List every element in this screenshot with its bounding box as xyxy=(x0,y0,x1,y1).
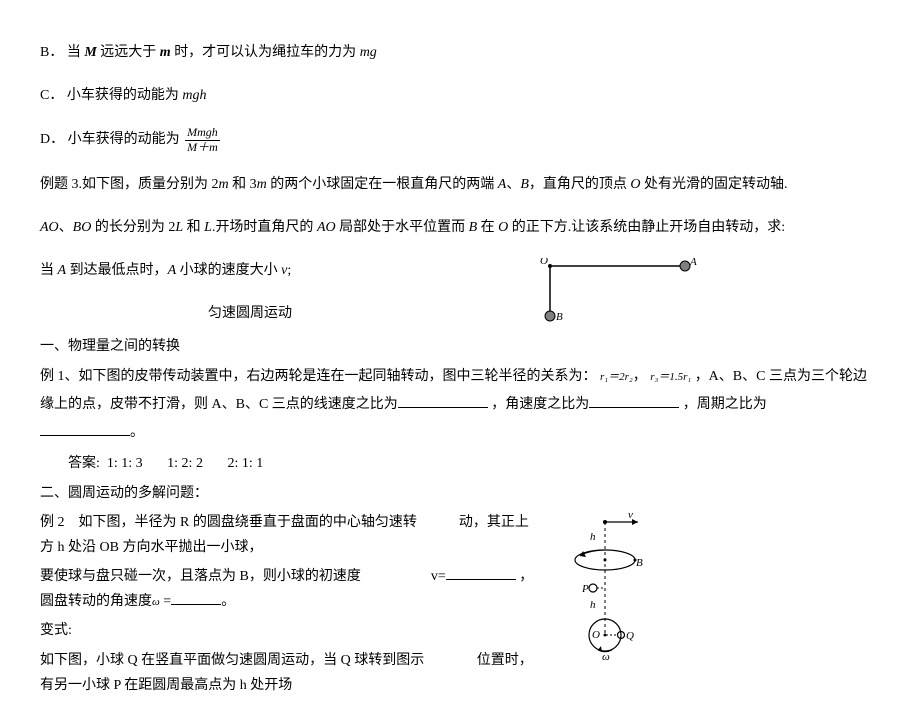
diagram-right-angle: O A B xyxy=(530,258,700,328)
svg-text:Q: Q xyxy=(626,630,634,642)
diagram-disc: v h B P h O Q ω xyxy=(560,510,650,660)
d1-O: O xyxy=(540,258,548,267)
answer-line: 答案: 1: 1: 3 1: 2: 2 2: 1: 1 xyxy=(68,451,880,476)
option-c: C． 小车获得的动能为 mgh xyxy=(40,83,880,108)
diagram2-svg: v h B P h O Q ω xyxy=(560,510,650,660)
svg-text:ω: ω xyxy=(602,651,610,660)
example3-line1: 例题 3.如下图，质量分别为 2m 和 3m 的两个小球固定在一根直角尺的两端 … xyxy=(40,172,880,197)
example2-line1: 例 2 如下图，半径为 R 的圆盘绕垂直于盘面的中心轴匀速转 动，其正上方 h … xyxy=(40,510,880,560)
blank-2 xyxy=(589,393,679,408)
circ-title: 匀速圆周运动 xyxy=(40,301,460,326)
svg-text:P: P xyxy=(581,583,589,595)
option-d: D． 小车获得的动能为 Mmgh M＋m xyxy=(40,126,880,153)
example1: 例 1、如下图的皮带传动装置中，右边两轮是连在一起同轴转动，图中三轮半径的关系为… xyxy=(40,363,880,447)
blank-omega xyxy=(171,590,221,605)
section1-head: 一、物理量之间的转换 xyxy=(40,334,880,359)
section2-head: 二、圆周运动的多解问题： xyxy=(40,481,880,506)
svg-text:h: h xyxy=(590,531,596,543)
svg-text:v: v xyxy=(628,510,633,521)
blank-1 xyxy=(398,393,488,408)
svg-text:B: B xyxy=(636,557,643,569)
example3-line3: 当 A 到达最低点时，A 小球的速度大小 v; xyxy=(40,258,880,283)
example2-line2: 要使球与盘只碰一次，且落点为 B，则小球的初速度 v= ，圆盘转动的角速度ω =… xyxy=(40,564,880,614)
blank-3 xyxy=(40,421,130,436)
label-b: B． xyxy=(40,45,63,60)
variant-text: 如下图，小球 Q 在竖直平面做匀速圆周运动，当 Q 球转到图示 位置时，有另一小… xyxy=(40,648,880,698)
diagram1-svg: O A B xyxy=(530,258,700,328)
variant-label: 变式: xyxy=(40,618,880,643)
fraction: Mmgh M＋m xyxy=(185,126,220,153)
d1-A: A xyxy=(689,258,697,268)
svg-text:O: O xyxy=(592,629,600,641)
option-b: B． 当 M 远远大于 m 时，才可以认为绳拉车的力为 mg xyxy=(40,40,880,65)
blank-v xyxy=(446,565,516,580)
svg-text:h: h xyxy=(590,599,596,611)
label-c: C． xyxy=(40,88,63,103)
d1-B: B xyxy=(556,311,563,323)
example3-line2: AO、BO 的长分别为 2L 和 L.开场时直角尺的 AO 局部处于水平位置而 … xyxy=(40,215,880,240)
label-d: D． xyxy=(40,132,64,147)
